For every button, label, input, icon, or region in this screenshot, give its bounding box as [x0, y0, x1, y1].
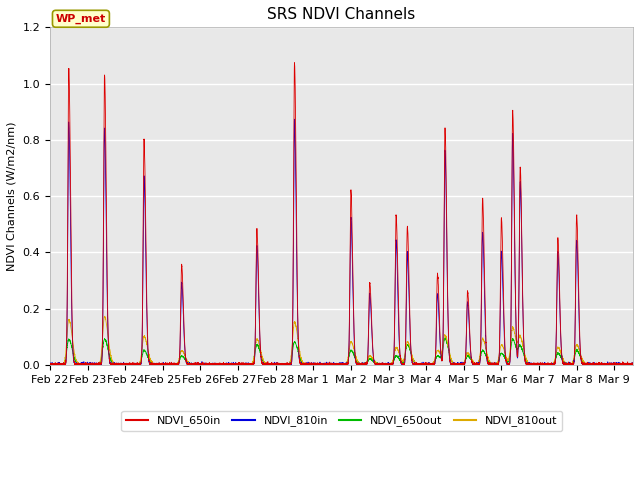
Y-axis label: NDVI Channels (W/m2/nm): NDVI Channels (W/m2/nm)	[7, 121, 17, 271]
NDVI_810out	[248, 361, 255, 367]
NDVI_810out	[255, 340, 262, 346]
NDVI_650in	[554, 235, 562, 240]
NDVI_810in	[291, 116, 298, 122]
NDVI_650in	[282, 362, 289, 368]
NDVI_650in	[46, 361, 54, 367]
NDVI_810out	[101, 313, 109, 319]
NDVI_810out	[282, 361, 289, 367]
NDVI_810in	[46, 362, 54, 368]
NDVI_810in	[255, 299, 262, 304]
NDVI_650out	[46, 362, 54, 368]
NDVI_810in	[554, 249, 562, 255]
Legend: NDVI_650in, NDVI_810in, NDVI_650out, NDVI_810out: NDVI_650in, NDVI_810in, NDVI_650out, NDV…	[122, 411, 562, 431]
NDVI_650out	[498, 350, 506, 356]
Text: WP_met: WP_met	[56, 13, 106, 24]
NDVI_650in	[291, 60, 298, 65]
Line: NDVI_650in: NDVI_650in	[50, 62, 633, 365]
NDVI_650in	[200, 362, 208, 368]
NDVI_650out	[255, 345, 262, 351]
NDVI_650in	[498, 222, 506, 228]
Title: SRS NDVI Channels: SRS NDVI Channels	[268, 7, 415, 22]
NDVI_810out	[46, 361, 54, 367]
NDVI_810out	[275, 362, 282, 368]
NDVI_810in	[248, 361, 255, 367]
NDVI_650out	[248, 361, 255, 367]
NDVI_810out	[554, 344, 562, 350]
Line: NDVI_810out: NDVI_810out	[50, 316, 633, 365]
NDVI_650in	[248, 362, 255, 368]
NDVI_650out	[629, 361, 637, 367]
NDVI_650out	[554, 350, 562, 356]
NDVI_650in	[629, 361, 637, 367]
Line: NDVI_650out: NDVI_650out	[50, 338, 633, 365]
NDVI_810in	[629, 362, 637, 368]
NDVI_650out	[282, 362, 289, 368]
NDVI_650out	[607, 362, 614, 368]
NDVI_810in	[498, 252, 506, 258]
NDVI_810in	[292, 185, 300, 191]
NDVI_810in	[613, 362, 621, 368]
Line: NDVI_810in: NDVI_810in	[50, 119, 633, 365]
NDVI_650in	[292, 152, 300, 158]
NDVI_810out	[629, 361, 637, 367]
NDVI_810in	[282, 361, 289, 367]
NDVI_650in	[255, 293, 262, 299]
NDVI_650out	[292, 341, 300, 347]
NDVI_650out	[442, 335, 449, 341]
NDVI_810out	[498, 342, 506, 348]
NDVI_810out	[292, 323, 300, 328]
